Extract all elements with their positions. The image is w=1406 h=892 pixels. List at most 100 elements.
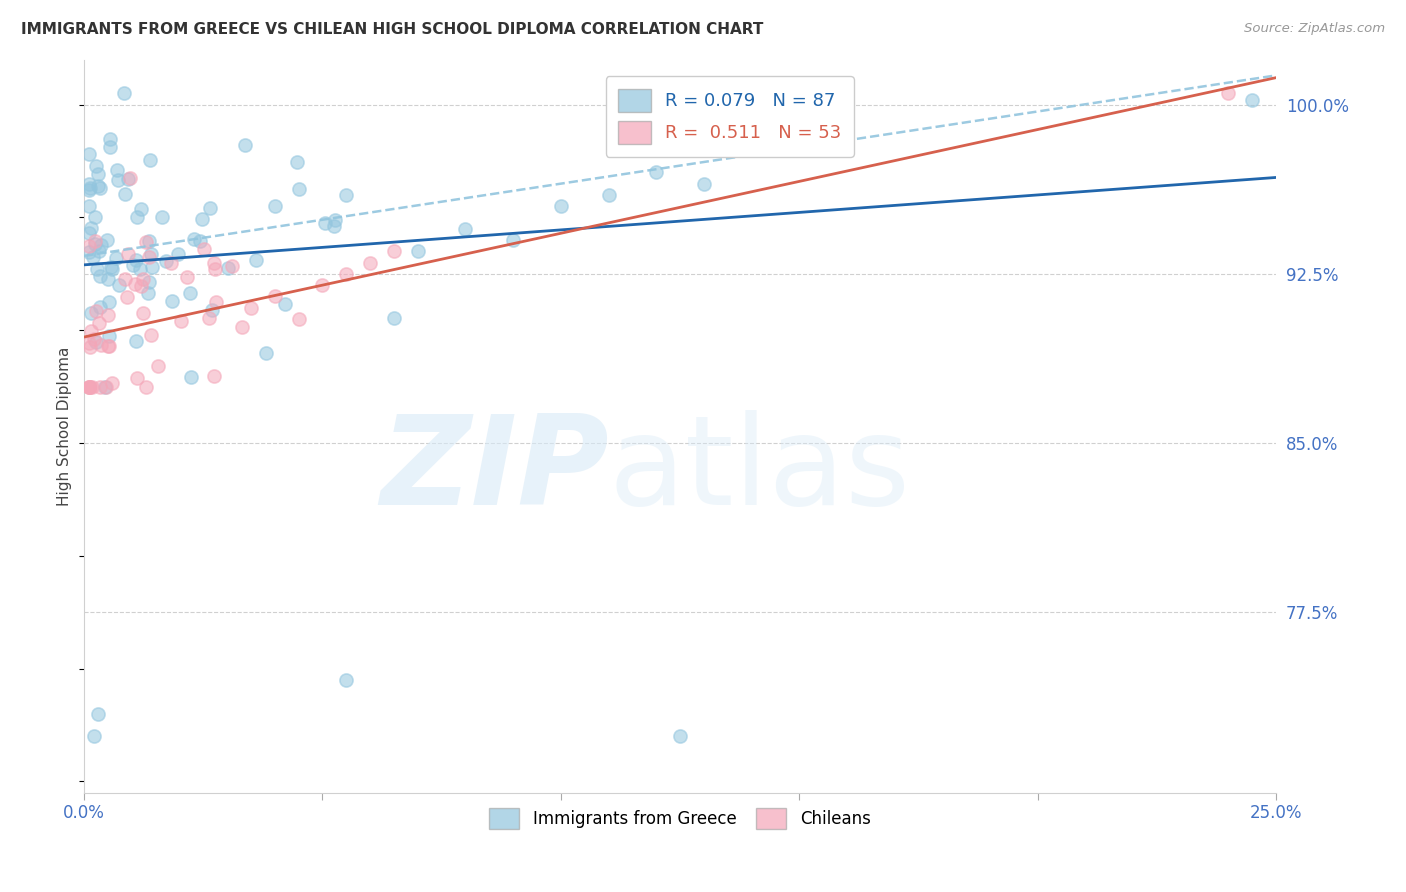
Point [159,256,181,270]
Legend: Immigrants from Greece, Chileans: Immigrants from Greece, Chileans [482,801,877,836]
Point [335,267,357,281]
Point [97,295,120,310]
Point [217,260,239,275]
Point [202,369,225,384]
Point [83,237,105,252]
Point [122,258,145,272]
Text: ZIP: ZIP [380,409,609,531]
Point [205,295,228,310]
Point [120,170,142,185]
Text: IMMIGRANTS FROM GREECE VS CHILEAN HIGH SCHOOL DIPLOMA CORRELATION CHART: IMMIGRANTS FROM GREECE VS CHILEAN HIGH S… [21,22,763,37]
Point [79,379,101,393]
Point [87,179,110,194]
Point [1218,87,1240,101]
Point [80,324,103,338]
Point [82,379,104,393]
Point [155,254,177,268]
Point [83,210,105,224]
Point [98,140,121,154]
Point [191,211,214,226]
Point [104,251,127,265]
Point [141,327,163,342]
Point [245,252,267,267]
Point [107,172,129,186]
Point [180,370,202,384]
Point [146,359,169,373]
Point [117,247,139,261]
Point [124,277,146,292]
Point [288,182,311,196]
Point [105,162,128,177]
Point [124,334,146,349]
Point [141,260,163,274]
Point [132,306,155,320]
Point [150,210,173,224]
Point [77,183,100,197]
Point [135,235,157,249]
Point [138,153,160,168]
Point [79,340,101,354]
Point [359,255,381,269]
Point [179,285,201,300]
Point [117,172,139,186]
Point [231,320,253,334]
Point [263,289,285,303]
Point [322,219,344,233]
Point [114,272,136,286]
Point [87,167,110,181]
Point [645,165,668,179]
Point [382,244,405,259]
Point [84,335,107,350]
Point [90,337,112,351]
Point [273,297,295,311]
Point [135,379,157,393]
Point [100,260,122,274]
Point [131,278,153,293]
Point [233,138,256,153]
Y-axis label: High School Diploma: High School Diploma [58,346,72,506]
Point [77,379,100,393]
Point [114,187,136,202]
Point [138,235,160,249]
Point [97,329,120,343]
Point [89,269,111,284]
Point [136,286,159,301]
Point [80,221,103,235]
Point [204,261,226,276]
Point [89,180,111,194]
Point [96,233,118,247]
Point [87,706,110,721]
Point [198,311,221,326]
Point [79,181,101,195]
Point [811,131,834,145]
Point [693,177,716,191]
Point [108,277,131,292]
Point [193,242,215,256]
Point [323,213,346,227]
Point [83,729,105,743]
Point [201,303,224,318]
Point [139,247,162,261]
Point [311,278,333,293]
Point [87,244,110,259]
Point [502,233,524,247]
Point [94,379,117,393]
Point [87,316,110,330]
Point [90,238,112,252]
Point [86,261,108,276]
Point [138,250,160,264]
Point [382,310,405,325]
Point [200,201,222,215]
Point [167,247,190,261]
Point [132,271,155,285]
Point [454,221,477,235]
Point [550,199,572,213]
Point [239,301,262,315]
Point [97,339,120,353]
Point [77,199,100,213]
Point [97,272,120,286]
Point [83,332,105,346]
Point [94,379,117,393]
Point [1241,93,1264,107]
Point [77,379,100,393]
